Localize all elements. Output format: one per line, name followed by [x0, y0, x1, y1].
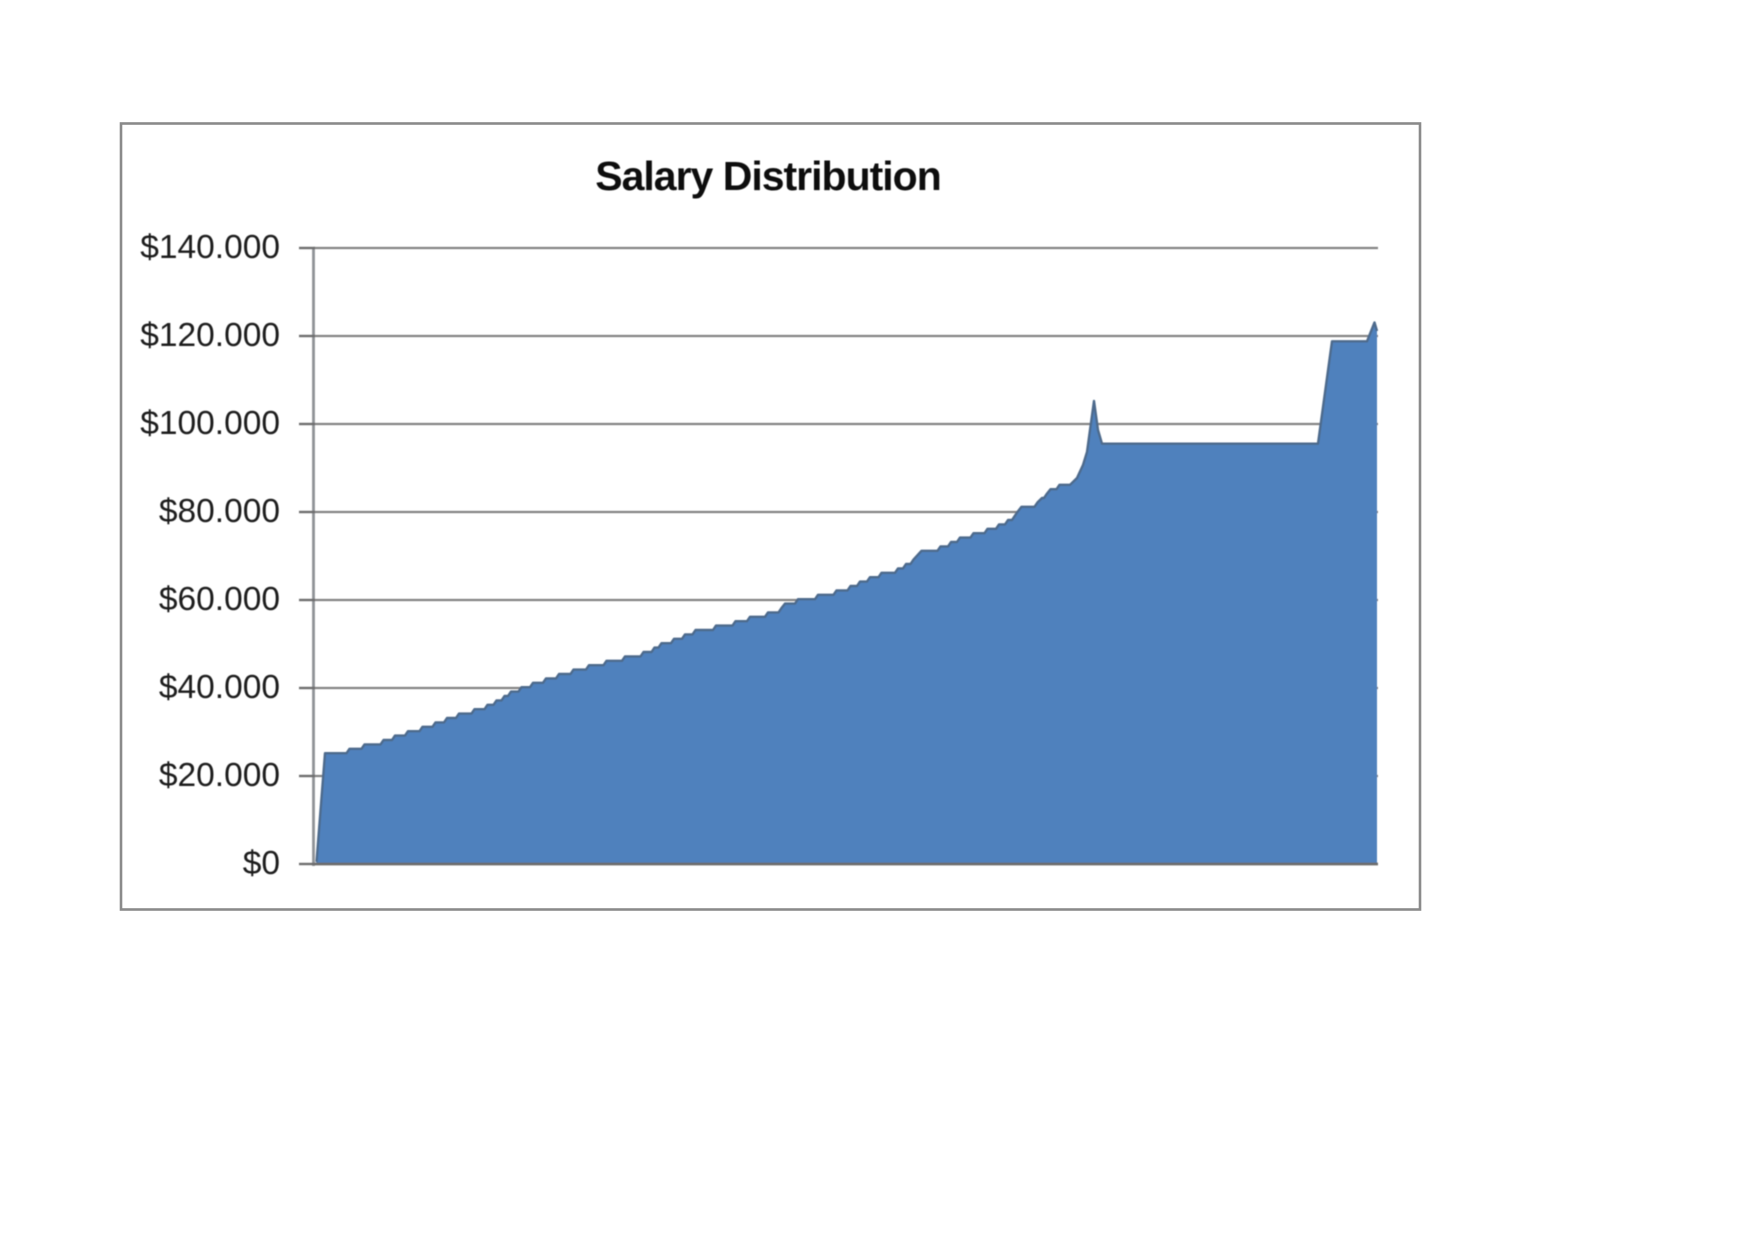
svg-text:$100.000: $100.000	[140, 405, 280, 442]
svg-text:$20.000: $20.000	[159, 757, 280, 794]
svg-text:Salary Distribution: Salary Distribution	[595, 153, 941, 199]
svg-text:$80.000: $80.000	[159, 493, 280, 530]
svg-text:$60.000: $60.000	[159, 581, 280, 618]
svg-text:$40.000: $40.000	[159, 669, 280, 706]
svg-text:$0: $0	[243, 845, 280, 882]
svg-text:$120.000: $120.000	[140, 317, 280, 354]
svg-text:$140.000: $140.000	[140, 229, 280, 266]
